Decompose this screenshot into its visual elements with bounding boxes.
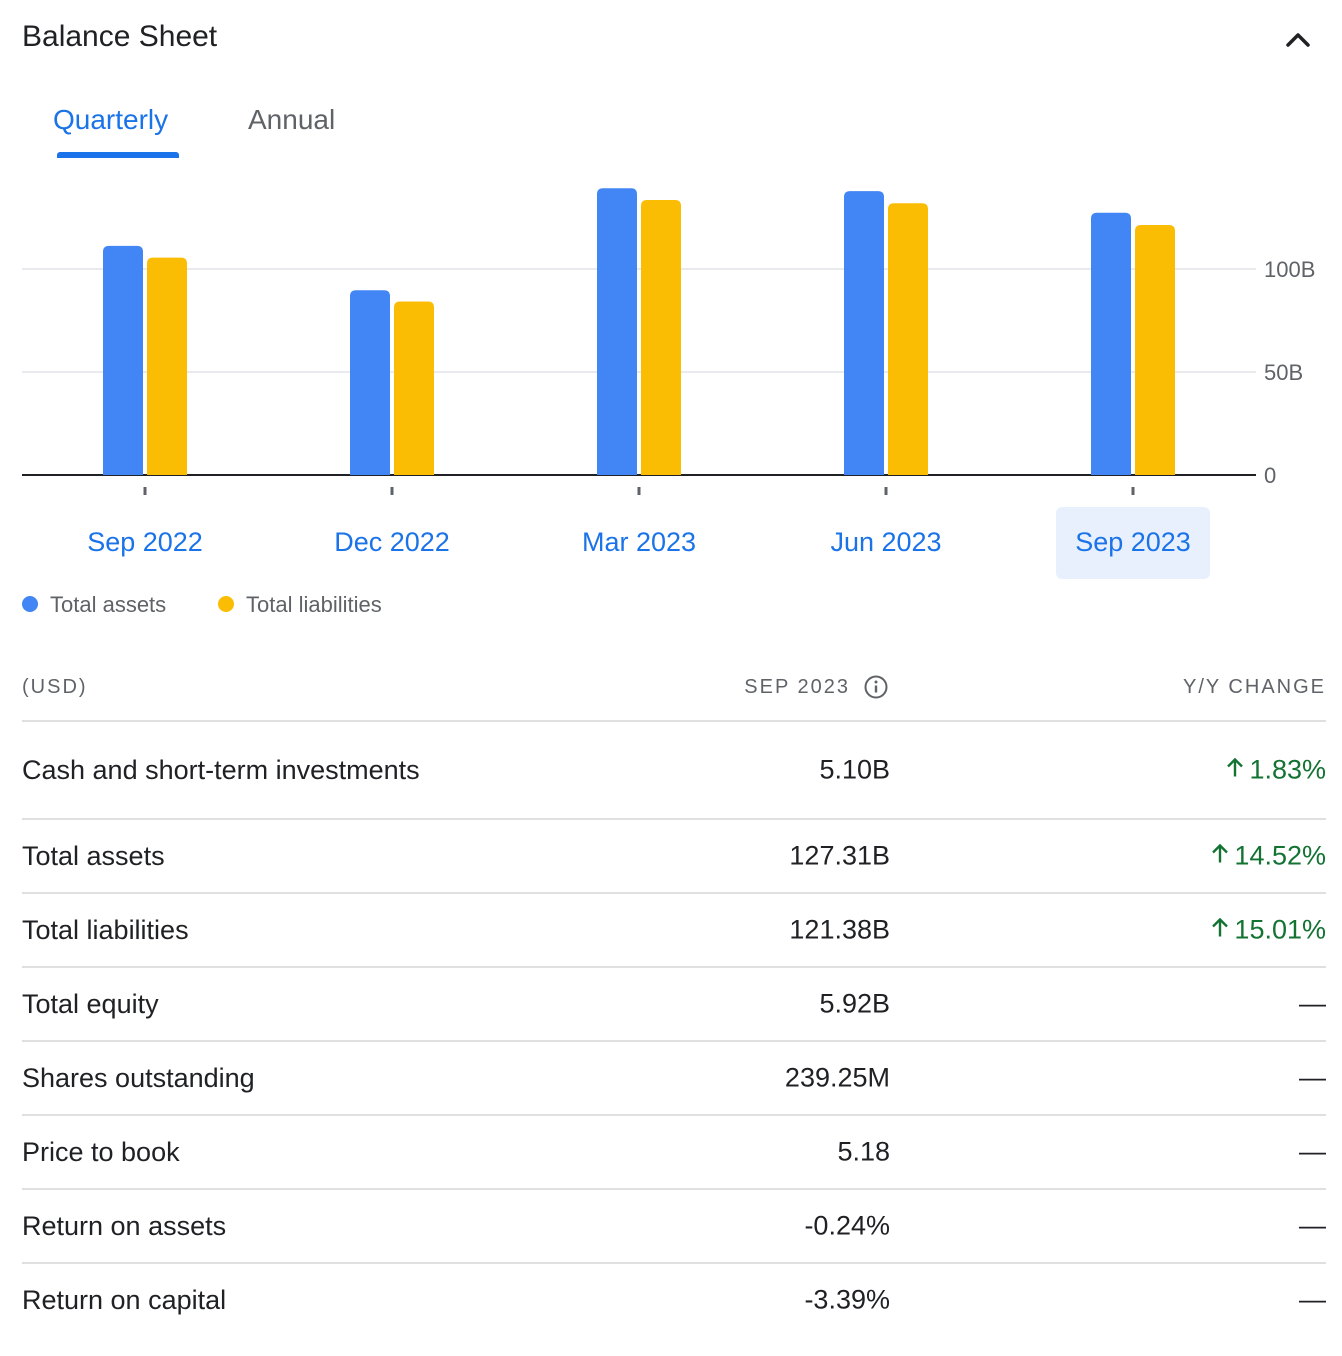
row-change: — [1299, 1211, 1326, 1242]
table-row: Shares outstanding 239.25M — [22, 1042, 1326, 1116]
row-value: 121.38B [789, 914, 890, 945]
row-value: -0.24% [804, 1210, 890, 1241]
table-body: Cash and short-term investments 5.10B 1.83… [22, 722, 1326, 1336]
active-tab-indicator [57, 152, 179, 158]
x-category-label[interactable]: Mar 2023 [582, 527, 696, 557]
change-text: 15.01% [1234, 914, 1326, 945]
row-change: 14.52% [1210, 841, 1326, 872]
bar-total-liabilities [888, 203, 928, 475]
row-change: 1.83% [1225, 755, 1326, 786]
x-category-label[interactable]: Sep 2023 [1075, 527, 1191, 557]
row-label: Price to book [22, 1137, 180, 1167]
y-tick-label: 100B [1264, 257, 1315, 282]
row-value: -3.39% [804, 1284, 890, 1315]
row-change: 15.01% [1210, 915, 1326, 946]
balance-sheet-table: (USD) SEP 2023 Y/Y CHANGE Cash and short… [22, 664, 1326, 1336]
change-text: — [1299, 1210, 1326, 1241]
row-label: Total liabilities [22, 915, 189, 945]
section-title: Balance Sheet [22, 20, 218, 53]
row-label: Total equity [22, 989, 159, 1019]
x-category-label[interactable]: Sep 2022 [87, 527, 203, 557]
row-label: Return on capital [22, 1285, 227, 1315]
bar-total-assets [103, 245, 143, 475]
card-header: Balance Sheet [22, 18, 1326, 62]
x-category-label[interactable]: Dec 2022 [334, 527, 450, 557]
table-row: Return on capital -3.39% — [22, 1264, 1326, 1336]
currency-header: (USD) [22, 676, 88, 698]
y-tick-label: 50B [1264, 360, 1303, 385]
change-header: Y/Y CHANGE [1183, 676, 1326, 698]
table-row: Cash and short-term investments 5.10B 1.83… [22, 722, 1326, 820]
info-icon[interactable] [863, 674, 889, 700]
x-category-label[interactable]: Jun 2023 [830, 527, 941, 557]
table-row: Total assets 127.31B 14.52% [22, 820, 1326, 894]
change-text: — [1299, 1136, 1326, 1167]
legend-dot [218, 596, 234, 613]
legend-label: Total assets [50, 592, 167, 617]
change-text: 1.83% [1249, 754, 1326, 785]
bar-total-assets [1091, 212, 1131, 475]
row-change: — [1299, 989, 1326, 1020]
bar-total-liabilities [1135, 224, 1175, 475]
bar-total-liabilities [394, 301, 434, 475]
y-tick-label: 0 [1264, 463, 1276, 488]
table-row: Total equity 5.92B — [22, 968, 1326, 1042]
bar-total-liabilities [147, 257, 187, 475]
period-header: SEP 2023 [744, 676, 850, 698]
arrow-up-icon [1225, 755, 1245, 786]
change-text: — [1299, 1062, 1326, 1093]
tab-annual[interactable]: Annual [248, 104, 336, 135]
row-change: — [1299, 1137, 1326, 1168]
table-row: Return on assets -0.24% — [22, 1190, 1326, 1264]
selected-period-highlight [1056, 507, 1210, 579]
table-row: Price to book 5.18 — [22, 1116, 1326, 1190]
change-text: 14.52% [1234, 840, 1326, 871]
arrow-up-icon [1210, 841, 1230, 872]
row-value: 239.25M [784, 1062, 890, 1093]
table-header: (USD) SEP 2023 Y/Y CHANGE [22, 664, 1326, 722]
table-row: Total liabilities 121.38B 15.01% [22, 894, 1326, 968]
row-change: — [1299, 1285, 1326, 1316]
row-value: 5.92B [819, 988, 890, 1019]
legend-item-total-assets: Total assets [22, 592, 166, 618]
bar-total-liabilities [641, 199, 681, 476]
legend-label: Total liabilities [246, 592, 382, 617]
row-label: Cash and short-term investments [22, 755, 420, 785]
legend-dot [22, 596, 38, 613]
bar-total-assets [597, 188, 637, 476]
change-text: — [1299, 988, 1326, 1019]
change-text: — [1299, 1284, 1326, 1315]
row-label: Total assets [22, 841, 165, 871]
legend-item-total-liabilities: Total liabilities [218, 592, 382, 618]
row-label: Shares outstanding [22, 1063, 255, 1093]
collapse-button[interactable] [1280, 22, 1316, 58]
row-value: 5.18 [837, 1136, 890, 1167]
balance-sheet-chart: 0 50B 100B Sep 2022 Dec 2022 Mar 2023 Jun 2023… [22, 188, 1315, 579]
row-value: 5.10B [819, 754, 890, 785]
tab-quarterly[interactable]: Quarterly [53, 104, 169, 135]
chevron-up-icon [1286, 33, 1310, 47]
row-value: 127.31B [789, 840, 890, 871]
row-change: — [1299, 1063, 1326, 1094]
bar-total-assets [350, 290, 390, 475]
row-label: Return on assets [22, 1211, 227, 1241]
arrow-up-icon [1210, 915, 1230, 946]
bar-total-assets [844, 191, 884, 475]
